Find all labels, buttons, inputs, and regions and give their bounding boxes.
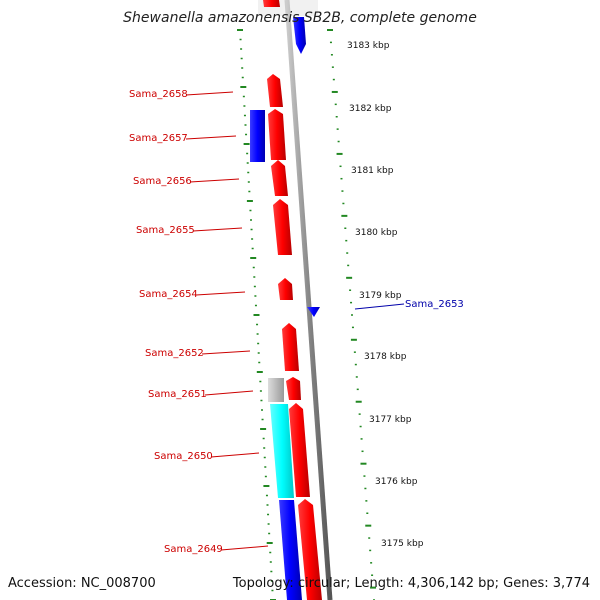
gene-feature-sama-2652[interactable] xyxy=(282,323,299,371)
gene-feature-sama-2658[interactable] xyxy=(267,74,283,107)
gene-feature-sama-2656[interactable] xyxy=(271,160,288,196)
leader-line xyxy=(185,91,234,96)
gene-feature-sama-2657-reverse[interactable] xyxy=(250,110,265,162)
gene-feature-sama-2654[interactable] xyxy=(278,278,293,300)
gene-label[interactable]: Sama_2651 xyxy=(148,389,207,400)
gene-feature-sama-2651-other[interactable] xyxy=(268,378,284,402)
leader-line xyxy=(192,227,243,232)
kbp-label: 3183 kbp xyxy=(347,41,390,51)
accession-text: Accession: NC_008700 xyxy=(8,576,156,591)
kbp-label: 3180 kbp xyxy=(355,228,398,238)
genome-summary-text: Topology: circular; Length: 4,306,142 bp… xyxy=(232,576,590,591)
genome-backbone xyxy=(284,0,333,600)
gene-feature-sama-2653[interactable] xyxy=(307,307,320,317)
gene-feature[interactable] xyxy=(293,17,306,54)
kbp-label: 3182 kbp xyxy=(349,104,392,114)
gene-feature-sama-2651[interactable] xyxy=(286,377,301,400)
gene-label[interactable]: Sama_2652 xyxy=(145,348,204,359)
leader-line xyxy=(185,135,237,140)
kbp-label: 3179 kbp xyxy=(359,291,402,301)
gene-feature-sama-2649-reverse[interactable] xyxy=(279,500,302,600)
inner-tick-track xyxy=(237,29,276,600)
kbp-scale: 3183 kbp 3182 kbp 3181 kbp 3180 kbp 3179… xyxy=(347,41,424,549)
gene-label[interactable]: Sama_2657 xyxy=(129,133,188,144)
leader-line xyxy=(354,303,405,310)
gene-label[interactable]: Sama_2650 xyxy=(154,451,213,462)
gene-feature-sama-2649[interactable] xyxy=(298,499,322,600)
leader-line xyxy=(210,452,260,458)
leader-line xyxy=(201,350,251,355)
gene-labels: Sama_2658 Sama_2657 Sama_2656 Sama_2655 … xyxy=(129,89,464,555)
gene-label[interactable]: Sama_2656 xyxy=(133,176,192,187)
gene-label[interactable]: Sama_2658 xyxy=(129,89,188,100)
leader-line xyxy=(189,178,240,183)
kbp-label: 3181 kbp xyxy=(351,166,394,176)
genome-title: Shewanella amazonensis SB2B, complete ge… xyxy=(123,10,477,26)
leader-line xyxy=(220,545,269,551)
gene-feature-sama-2650-rna[interactable] xyxy=(270,404,294,498)
kbp-label: 3178 kbp xyxy=(364,352,407,362)
gene-feature[interactable] xyxy=(263,0,280,7)
gene-feature-sama-2657[interactable] xyxy=(268,109,286,160)
kbp-label: 3176 kbp xyxy=(375,477,418,487)
gene-feature-sama-2650[interactable] xyxy=(289,403,310,497)
gene-label[interactable]: Sama_2649 xyxy=(164,544,223,555)
leader-line xyxy=(204,390,254,396)
leader-line xyxy=(195,291,246,296)
kbp-label: 3177 kbp xyxy=(369,415,412,425)
gene-feature-sama-2655[interactable] xyxy=(273,199,292,255)
outer-tick-track xyxy=(327,29,377,600)
gene-features xyxy=(250,0,322,600)
gene-label-reverse[interactable]: Sama_2653 xyxy=(405,299,464,310)
gene-label[interactable]: Sama_2654 xyxy=(139,289,198,300)
gene-label[interactable]: Sama_2655 xyxy=(136,225,195,236)
kbp-label: 3175 kbp xyxy=(381,539,424,549)
